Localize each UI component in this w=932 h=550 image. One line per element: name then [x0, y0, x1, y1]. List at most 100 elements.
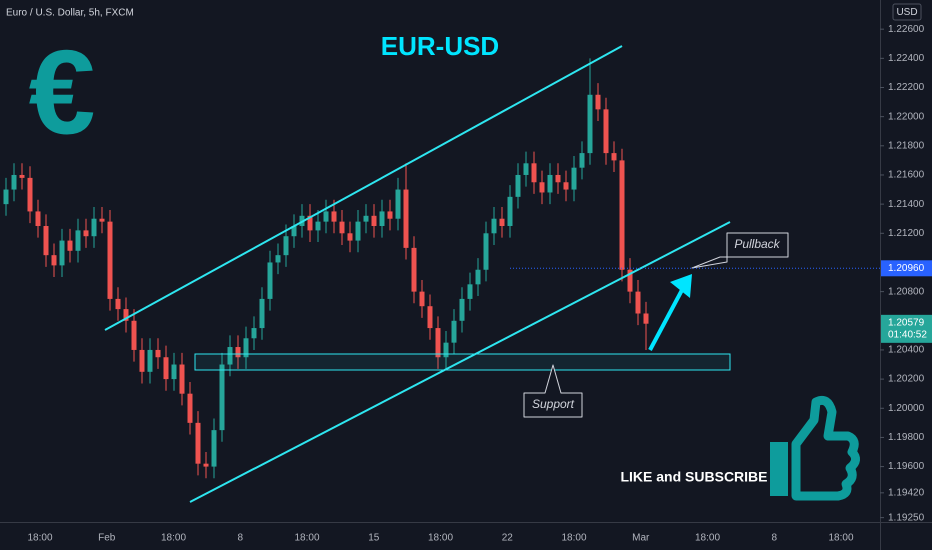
candle-body: [83, 230, 89, 237]
candle-body: [203, 463, 209, 467]
x-tick-label: Feb: [98, 533, 116, 544]
candle-body: [539, 182, 545, 193]
candle-body: [411, 247, 417, 292]
y-tick-label: 1.19600: [888, 461, 925, 472]
pullback-callout: [691, 232, 789, 269]
candle-body: [531, 163, 537, 183]
price-line-label: 1.20960: [888, 263, 925, 274]
x-tick-label: 18:00: [561, 533, 586, 544]
x-tick-label: 18:00: [828, 533, 853, 544]
candle-body: [579, 153, 585, 168]
candle-body: [395, 189, 401, 219]
candle-body: [115, 298, 121, 310]
candle-body: [595, 94, 601, 110]
candle-body: [467, 284, 473, 299]
chart-title: EUR-USD: [381, 31, 499, 61]
x-tick-label: 18:00: [695, 533, 720, 544]
candle-body: [211, 430, 217, 467]
candle-body: [275, 255, 281, 263]
candle-body: [59, 240, 65, 266]
pullback-label: Pullback: [734, 237, 780, 251]
support-label: Support: [532, 397, 575, 411]
y-tick-label: 1.22600: [888, 24, 925, 35]
candle-body: [355, 221, 361, 241]
candle-body: [267, 262, 273, 299]
candle-body: [283, 236, 289, 256]
candle-body: [603, 109, 609, 154]
last-price-box: [881, 314, 932, 343]
candle-body: [171, 364, 177, 380]
support-zone: [194, 353, 731, 371]
candle-body: [227, 347, 233, 365]
y-tick-label: 1.20200: [888, 374, 925, 385]
candle-body: [339, 221, 345, 234]
candle-body: [523, 163, 529, 175]
y-tick-label: 1.20400: [888, 345, 925, 356]
candle-body: [27, 177, 33, 212]
x-tick-label: 18:00: [27, 533, 52, 544]
candle-body: [347, 233, 353, 241]
candle-body: [619, 160, 625, 270]
candle-body: [571, 167, 577, 190]
candle-body: [107, 221, 113, 299]
symbol-title: Euro / U.S. Dollar, 5h, FXCM: [6, 8, 134, 19]
candle-body: [587, 94, 593, 154]
candle-body: [515, 174, 521, 197]
y-tick-label: 1.21200: [888, 228, 925, 239]
candle-body: [459, 298, 465, 321]
y-tick-label: 1.22000: [888, 111, 925, 122]
candle-body: [323, 211, 329, 222]
candle-body: [315, 221, 321, 231]
candle-body: [243, 338, 249, 358]
candle-body: [363, 215, 369, 222]
arrow-shaft: [648, 289, 684, 351]
candle-body: [99, 218, 105, 222]
candle-body: [219, 364, 225, 431]
x-tick-label: 8: [237, 533, 243, 544]
candle-body: [179, 364, 185, 394]
candle-body: [547, 174, 553, 193]
candle-body: [123, 309, 129, 321]
candle-body: [627, 269, 633, 292]
x-tick-label: 18:00: [161, 533, 186, 544]
plot: [3, 58, 649, 479]
candle-body: [131, 320, 137, 350]
candle-body: [643, 313, 649, 324]
candle-body: [3, 189, 9, 205]
candle-body: [611, 153, 617, 161]
candle-body: [19, 174, 25, 178]
candle-body: [51, 255, 57, 266]
y-tick-label: 1.20000: [888, 403, 925, 414]
support-callout: [523, 364, 583, 418]
y-tick-label: 1.21600: [888, 170, 925, 181]
candle-body: [163, 357, 169, 380]
x-tick-label: 15: [368, 533, 380, 544]
y-tick-label: 1.20800: [888, 286, 925, 297]
candle-body: [635, 291, 641, 314]
candle-body: [451, 320, 457, 343]
y-tick-label: 1.22200: [888, 82, 925, 93]
currency-box: [892, 3, 922, 21]
candle-body: [235, 347, 241, 358]
y-tick-label: 1.19250: [888, 512, 925, 523]
x-tick-label: Mar: [632, 533, 650, 544]
candle-body: [419, 291, 425, 307]
candle-body: [491, 218, 497, 234]
candle-body: [291, 226, 297, 237]
y-tick-label: 1.21400: [888, 199, 925, 210]
last-price-label: 1.20579: [888, 317, 925, 328]
candle-body: [331, 211, 337, 222]
candle-body: [195, 422, 201, 464]
candle-body: [403, 189, 409, 248]
y-tick-label: 1.22400: [888, 53, 925, 64]
cta-text: LIKE and SUBSCRIBE: [620, 469, 767, 485]
candle-body: [499, 218, 505, 227]
candle-body: [251, 328, 257, 339]
x-tick-label: 22: [502, 533, 514, 544]
candle-body: [75, 230, 81, 251]
x-tick-label: 8: [771, 533, 777, 544]
candle-body: [91, 218, 97, 237]
candle-body: [67, 240, 73, 251]
countdown-label: 01:40:52: [888, 329, 927, 340]
candle-body: [139, 349, 145, 372]
